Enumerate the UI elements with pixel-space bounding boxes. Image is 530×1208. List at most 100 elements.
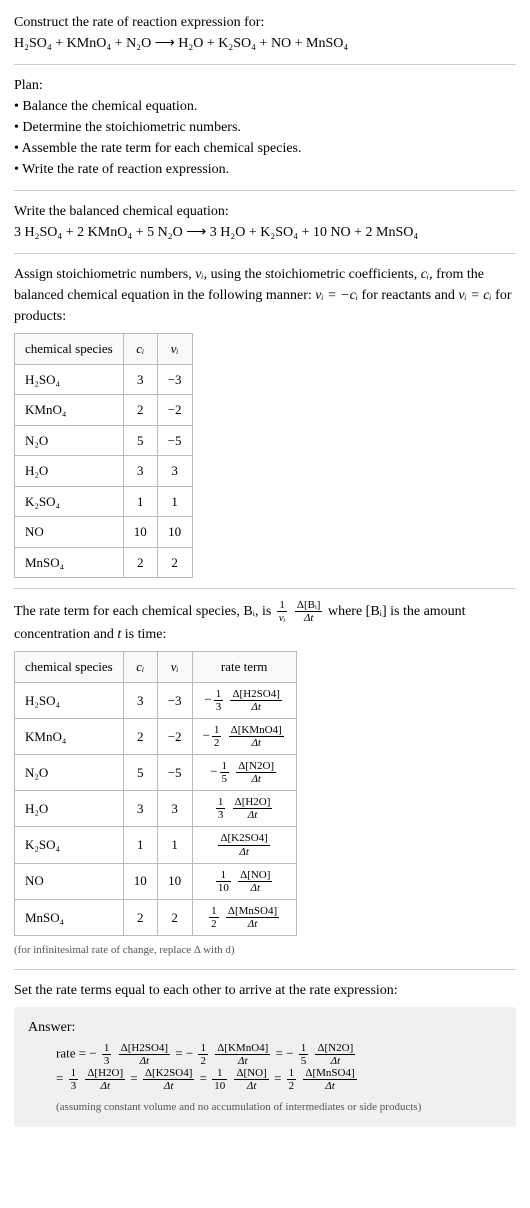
fraction: 13 <box>69 1067 79 1092</box>
cell-rateterm: Δ[K2SO4]Δt <box>192 827 296 863</box>
fraction: Δ[KMnO4]Δt <box>215 1042 270 1067</box>
fraction: Δ[KMnO4]Δt <box>229 724 284 749</box>
text: for reactants and <box>358 288 458 303</box>
cell-ci: 10 <box>123 863 157 899</box>
fraction: Δ[K2SO4]Δt <box>218 832 269 857</box>
setequal-section: Set the rate terms equal to each other t… <box>14 980 516 1127</box>
cell-nui: 10 <box>157 863 192 899</box>
cell-ci: 1 <box>123 827 157 863</box>
table-row: NO1010110 Δ[NO]Δt <box>15 863 297 899</box>
cell-species: H₂SO₄ <box>15 682 124 718</box>
cell-species: K₂SO₄ <box>15 827 124 863</box>
cell-nui: −5 <box>157 425 192 456</box>
cell-rateterm: −12 Δ[KMnO4]Δt <box>192 718 296 754</box>
fraction: Δ[N2O]Δt <box>236 760 276 785</box>
cell-nui: 10 <box>157 517 192 548</box>
unbalanced-equation: H₂SO₄ + KMnO₄ + N₂O ⟶ H₂O + K₂SO₄ + NO +… <box>14 33 516 54</box>
answer-label: Answer: <box>28 1017 502 1038</box>
cell-ci: 3 <box>123 364 157 395</box>
rate-line-1: rate = − 13 Δ[H2SO4]Δt = − 12 Δ[KMnO4]Δt… <box>56 1042 502 1067</box>
fraction: Δ[N2O]Δt <box>315 1042 355 1067</box>
fraction: Δ[H2O]Δt <box>233 796 273 821</box>
fraction: Δ[MnSO4]Δt <box>226 905 279 930</box>
table-row: H₂SO₄3−3 <box>15 364 193 395</box>
plan-item: • Assemble the rate term for each chemic… <box>14 138 516 159</box>
table-row: H₂SO₄3−3−13 Δ[H2SO4]Δt <box>15 682 297 718</box>
cell-ci: 3 <box>123 682 157 718</box>
cell-species: KMnO₄ <box>15 718 124 754</box>
cell-rateterm: 12 Δ[MnSO4]Δt <box>192 899 296 935</box>
den: Δt <box>295 612 323 624</box>
divider <box>14 253 516 254</box>
cell-nui: −2 <box>157 718 192 754</box>
cell-ci: 3 <box>123 791 157 827</box>
num: 1 <box>277 599 288 612</box>
infinitesimal-note: (for infinitesimal rate of change, repla… <box>14 942 516 959</box>
col-rateterm: rate term <box>192 652 296 683</box>
plan-label: Plan: <box>14 75 516 96</box>
fraction: Δ[Bᵢ]Δt <box>295 599 323 624</box>
table-row: MnSO₄2212 Δ[MnSO4]Δt <box>15 899 297 935</box>
cell-rateterm: 13 Δ[H2O]Δt <box>192 791 296 827</box>
divider <box>14 190 516 191</box>
fraction: 15 <box>220 760 230 785</box>
text: , using the stoichiometric coefficients, <box>204 267 421 282</box>
assign-section: Assign stoichiometric numbers, νᵢ , using… <box>14 264 516 578</box>
answer-box: Answer: rate = − 13 Δ[H2SO4]Δt = − 12 Δ[… <box>14 1007 516 1127</box>
col-species: chemical species <box>15 334 124 365</box>
answer-footnote: (assuming constant volume and no accumul… <box>56 1098 502 1117</box>
cell-nui: 2 <box>157 899 192 935</box>
cell-nui: −3 <box>157 682 192 718</box>
relation: νᵢ = −cᵢ <box>315 288 358 303</box>
cell-ci: 5 <box>123 425 157 456</box>
balanced-equation: 3 H₂SO₄ + 2 KMnO₄ + 5 N₂O ⟶ 3 H₂O + K₂SO… <box>14 222 516 243</box>
title-text: Construct the rate of reaction expressio… <box>14 12 516 33</box>
fraction: Δ[K2SO4]Δt <box>143 1067 194 1092</box>
rateterm-text: The rate term for each chemical species,… <box>14 604 466 642</box>
table-row: N₂O5−5 <box>15 425 193 456</box>
fraction: 12 <box>198 1042 208 1067</box>
fraction: 13 <box>102 1042 112 1067</box>
cell-species: N₂O <box>15 425 124 456</box>
table-row: K₂SO₄11 Δ[K2SO4]Δt <box>15 827 297 863</box>
cell-nui: −3 <box>157 364 192 395</box>
cell-ci: 1 <box>123 486 157 517</box>
plan-item: • Determine the stoichiometric numbers. <box>14 117 516 138</box>
fraction: 110 <box>212 1067 227 1092</box>
text: Assign stoichiometric numbers, <box>14 267 195 282</box>
cell-species: MnSO₄ <box>15 547 124 578</box>
rateterm-table: chemical species cᵢ νᵢ rate term H₂SO₄3−… <box>14 651 297 936</box>
cell-nui: 1 <box>157 486 192 517</box>
header-section: Construct the rate of reaction expressio… <box>14 12 516 54</box>
fraction: Δ[NO]Δt <box>234 1067 268 1092</box>
den: νᵢ <box>277 612 288 624</box>
cell-species: NO <box>15 517 124 548</box>
cell-ci: 3 <box>123 456 157 487</box>
rateterm-section: The rate term for each chemical species,… <box>14 599 516 959</box>
cell-nui: 2 <box>157 547 192 578</box>
col-nui: νᵢ <box>157 652 192 683</box>
fraction: Δ[MnSO4]Δt <box>303 1067 356 1092</box>
cell-species: K₂SO₄ <box>15 486 124 517</box>
fraction: 12 <box>209 905 219 930</box>
fraction: 12 <box>287 1067 297 1092</box>
fraction: 15 <box>299 1042 309 1067</box>
cell-ci: 2 <box>123 395 157 426</box>
cell-species: KMnO₄ <box>15 395 124 426</box>
cell-nui: −5 <box>157 755 192 791</box>
table-row: H₂O33 <box>15 456 193 487</box>
cell-species: NO <box>15 863 124 899</box>
balanced-label: Write the balanced chemical equation: <box>14 201 516 222</box>
table-row: K₂SO₄11 <box>15 486 193 517</box>
cell-rateterm: −15 Δ[N2O]Δt <box>192 755 296 791</box>
fraction: 13 <box>214 688 224 713</box>
num: Δ[Bᵢ] <box>295 599 323 612</box>
table-row: KMnO₄2−2−12 Δ[KMnO4]Δt <box>15 718 297 754</box>
table-row: N₂O5−5−15 Δ[N2O]Δt <box>15 755 297 791</box>
divider <box>14 969 516 970</box>
divider <box>14 588 516 589</box>
fraction: 1νᵢ <box>277 599 288 624</box>
cell-nui: 3 <box>157 456 192 487</box>
col-nui: νᵢ <box>157 334 192 365</box>
relation: νᵢ = cᵢ <box>458 288 491 303</box>
